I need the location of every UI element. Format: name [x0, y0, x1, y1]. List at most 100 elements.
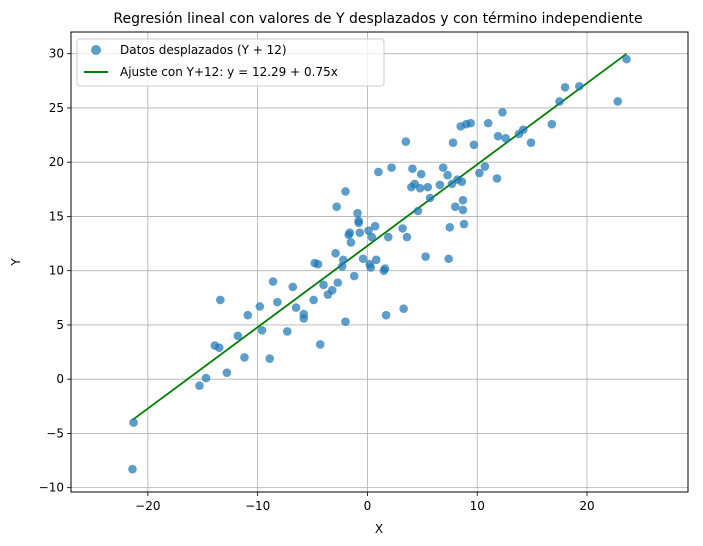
data-point: [309, 295, 318, 305]
data-point: [346, 238, 356, 247]
data-point: [341, 187, 350, 196]
data-point: [498, 107, 507, 117]
data-point: [216, 295, 225, 305]
data-point: [560, 83, 570, 92]
scatter-points: [128, 54, 631, 474]
x-axis: −20 −10 0 10 20: [135, 492, 595, 513]
data-point: [222, 368, 232, 377]
data-point: [622, 54, 631, 64]
fit-line-layer: [131, 53, 628, 421]
data-point: [402, 232, 412, 242]
data-point: [398, 224, 407, 233]
data-point: [370, 221, 380, 231]
data-point: [214, 343, 224, 353]
data-point: [364, 226, 373, 235]
data-point: [128, 464, 137, 474]
data-point: [416, 169, 426, 179]
x-tick-label: 20: [579, 499, 594, 513]
data-point: [459, 219, 469, 229]
data-point: [547, 119, 557, 129]
data-point: [450, 202, 460, 211]
data-point: [315, 340, 325, 349]
data-point: [519, 125, 528, 134]
data-point: [282, 327, 292, 336]
data-point: [313, 259, 323, 269]
data-point: [555, 97, 564, 106]
data-point: [401, 137, 411, 146]
legend-label-line: Ajuste con Y+12: y = 12.29 + 0.75x: [120, 65, 338, 79]
y-tick-label: 10: [49, 264, 64, 278]
data-point: [367, 232, 377, 242]
data-point: [338, 255, 348, 265]
y-axis: −10 −5 0 5 10 15 20 25 30: [39, 47, 71, 495]
data-point: [273, 297, 282, 307]
data-point: [458, 205, 468, 215]
data-point: [257, 326, 267, 335]
y-tick-label: 30: [49, 47, 64, 61]
data-point: [349, 271, 359, 281]
data-point: [483, 118, 493, 128]
data-point: [299, 309, 309, 319]
data-point: [469, 140, 479, 150]
data-point: [445, 222, 455, 232]
data-point: [444, 254, 453, 264]
y-tick-label: 15: [49, 209, 64, 223]
data-point: [425, 193, 435, 203]
data-point: [383, 232, 393, 242]
data-point: [466, 118, 475, 128]
data-point: [526, 138, 536, 147]
legend-label-points: Datos desplazados (Y + 12): [120, 43, 287, 57]
data-point: [366, 263, 376, 272]
data-point: [501, 134, 511, 143]
x-tick-label: −10: [245, 499, 270, 513]
x-tick-label: 0: [364, 499, 372, 513]
data-point: [613, 97, 623, 106]
data-point: [333, 278, 343, 287]
data-point: [243, 310, 253, 320]
data-point: [399, 304, 408, 313]
data-point: [492, 174, 502, 183]
data-point: [458, 195, 468, 205]
y-tick-label: −5: [46, 426, 64, 440]
y-tick-label: −10: [39, 481, 64, 495]
data-point: [443, 170, 452, 180]
data-point: [415, 183, 425, 193]
data-point: [408, 164, 417, 173]
data-point: [341, 317, 350, 326]
data-point: [354, 216, 363, 226]
data-point: [435, 180, 445, 190]
y-axis-title: Y: [9, 258, 23, 267]
data-point: [319, 280, 328, 290]
chart-title: Regresión lineal con valores de Y despla…: [113, 11, 642, 27]
data-point: [380, 264, 390, 273]
x-tick-label: 10: [470, 499, 485, 513]
data-point: [381, 310, 391, 320]
y-tick-label: 5: [56, 318, 64, 332]
data-point: [493, 131, 503, 141]
y-tick-label: 25: [49, 101, 64, 115]
data-point: [457, 177, 467, 187]
data-point: [233, 331, 243, 341]
y-tick-label: 0: [56, 372, 64, 386]
data-point: [331, 249, 340, 258]
data-point: [291, 303, 301, 312]
data-point: [288, 282, 298, 292]
data-point: [337, 262, 347, 271]
plot-frame: [70, 31, 689, 493]
data-point: [438, 163, 448, 172]
data-point: [240, 353, 249, 362]
y-tick-label: 20: [49, 155, 64, 169]
data-point: [413, 206, 423, 216]
data-point: [575, 81, 584, 91]
data-point: [423, 182, 433, 192]
data-point: [480, 162, 490, 171]
data-point: [387, 163, 396, 172]
data-point: [371, 255, 381, 265]
legend-frame: [76, 38, 385, 87]
data-point: [355, 228, 365, 238]
fit-line: [131, 53, 628, 421]
legend-marker-points: [91, 45, 101, 55]
data-point: [421, 252, 430, 261]
